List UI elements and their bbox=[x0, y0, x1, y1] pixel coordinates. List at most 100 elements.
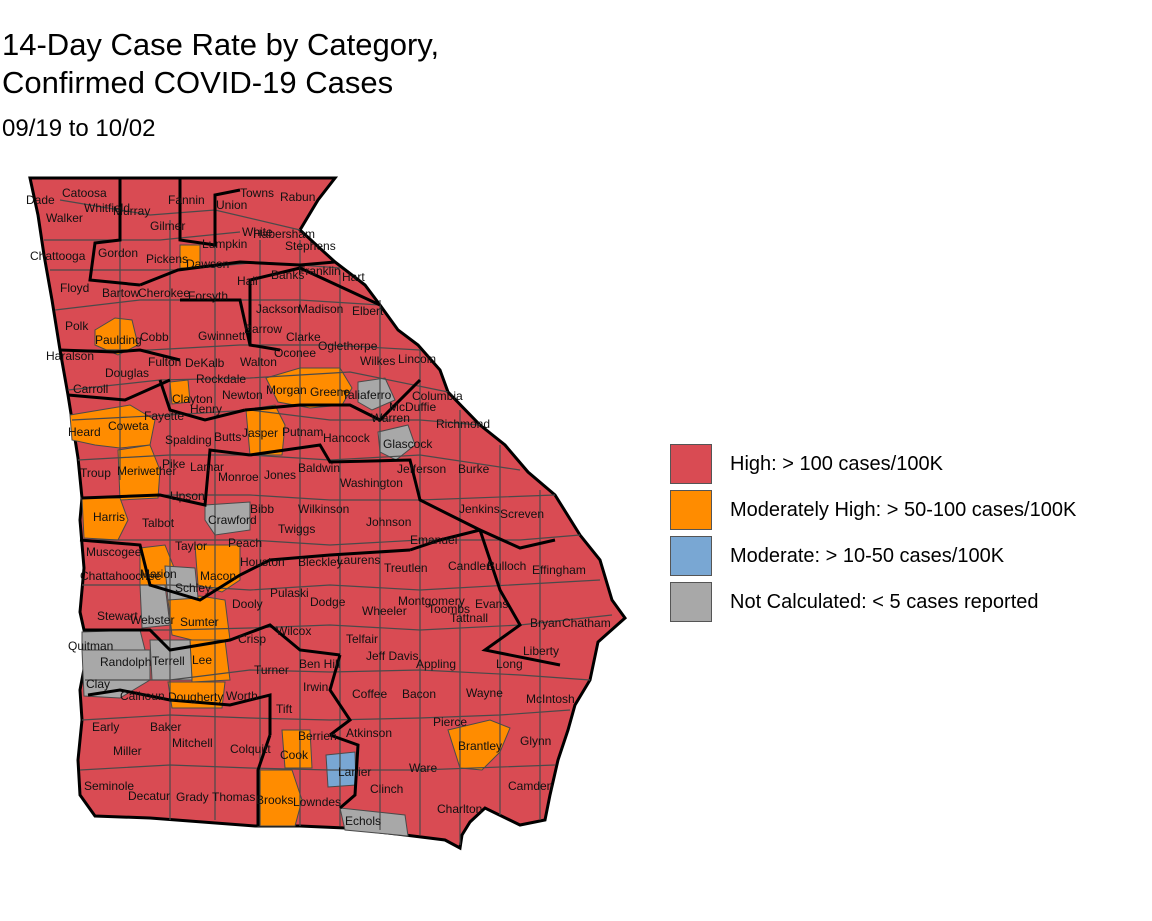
county-label-mitchell: Mitchell bbox=[172, 736, 213, 750]
county-label-randolph: Randolph bbox=[100, 655, 151, 669]
county-label-lowndes: Lowndes bbox=[293, 795, 341, 809]
county-label-worth: Worth bbox=[226, 689, 258, 703]
county-label-wheeler: Wheeler bbox=[362, 604, 407, 618]
county-label-long: Long bbox=[496, 657, 523, 671]
county-label-clinch: Clinch bbox=[370, 782, 403, 796]
paulding-region bbox=[94, 317, 139, 356]
county-label-twiggs: Twiggs bbox=[278, 522, 315, 536]
legend-item-moderate: Moderate: > 10-50 cases/100K bbox=[670, 533, 1076, 579]
county-label-turner: Turner bbox=[254, 663, 289, 677]
county-label-warren: Warren bbox=[371, 411, 410, 425]
county-label-decatur: Decatur bbox=[128, 789, 170, 803]
district-border-line bbox=[244, 378, 422, 422]
legend-swatch-moderate bbox=[670, 536, 712, 576]
county-label-grady: Grady bbox=[176, 790, 209, 804]
county-label-cherokee: Cherokee bbox=[138, 286, 190, 300]
county-label-jenkins: Jenkins bbox=[459, 502, 500, 516]
county-label-cook: Cook bbox=[280, 748, 309, 762]
county-label-gwinnett: Gwinnett bbox=[198, 329, 246, 343]
county-label-murray: Murray bbox=[113, 204, 150, 218]
county-label-burke: Burke bbox=[458, 462, 490, 476]
county-label-seminole: Seminole bbox=[84, 779, 134, 793]
county-label-appling: Appling bbox=[416, 657, 456, 671]
county-label-douglas: Douglas bbox=[105, 366, 149, 380]
county-label-wilkinson: Wilkinson bbox=[298, 502, 349, 516]
county-label-newton: Newton bbox=[222, 388, 263, 402]
legend-label-moderate: Moderate: > 10-50 cases/100K bbox=[730, 544, 1005, 567]
county-label-banks: Banks bbox=[271, 268, 304, 282]
county-label-fayette: Fayette bbox=[144, 409, 184, 423]
county-label-hancock: Hancock bbox=[323, 431, 371, 445]
county-label-webster: Webster bbox=[130, 613, 174, 627]
county-label-houston: Houston bbox=[240, 555, 285, 569]
county-label-irwin: Irwin bbox=[303, 680, 328, 694]
county-label-terrell: Terrell bbox=[152, 654, 185, 668]
county-label-berrien: Berrien bbox=[298, 729, 337, 743]
county-label-habersham: Habersham bbox=[253, 227, 315, 241]
county-label-chattahoochee: Chattahoochee bbox=[80, 569, 162, 583]
county-label-telfair: Telfair bbox=[346, 632, 378, 646]
county-border-line bbox=[82, 579, 601, 591]
district-borders-layer bbox=[59, 178, 561, 826]
meriwether-region bbox=[117, 444, 161, 501]
title-line-2: Confirmed COVID-19 Cases bbox=[2, 65, 394, 100]
district-border-line bbox=[158, 379, 246, 422]
county-label-meriwether: Meriwether bbox=[117, 464, 176, 478]
district-border-line bbox=[249, 443, 481, 532]
clayton-region bbox=[169, 379, 191, 405]
county-label-baker: Baker bbox=[150, 720, 181, 734]
county-label-laurens: Laurens bbox=[337, 553, 380, 567]
county-label-richmond: Richmond bbox=[436, 417, 490, 431]
county-label-miller: Miller bbox=[113, 744, 142, 758]
county-label-clayton: Clayton bbox=[172, 392, 213, 406]
county-label-talbot: Talbot bbox=[142, 516, 175, 530]
county-label-bartow: Bartow bbox=[102, 286, 140, 300]
map-legend: High: > 100 cases/100K Moderately High: … bbox=[670, 441, 1076, 625]
county-label-marion: Marion bbox=[140, 567, 177, 581]
county-label-clarke: Clarke bbox=[286, 330, 321, 344]
district-border-line bbox=[59, 348, 181, 362]
district-border-line bbox=[178, 178, 241, 247]
county-label-crawford: Crawford bbox=[208, 513, 257, 527]
county-label-spalding: Spalding bbox=[165, 433, 212, 447]
county-label-colquitt: Colquitt bbox=[230, 742, 271, 756]
district-border-line bbox=[248, 266, 381, 345]
county-label-atkinson: Atkinson bbox=[346, 726, 392, 740]
county-label-troup: Troup bbox=[80, 466, 111, 480]
county-label-brooks: Brooks bbox=[256, 793, 293, 807]
county-label-dawson: Dawson bbox=[186, 257, 229, 271]
county-label-jones: Jones bbox=[264, 468, 296, 482]
county-label-mcduffie: McDuffie bbox=[389, 400, 436, 414]
county-label-chatham: Chatham bbox=[562, 616, 611, 630]
county-border-line bbox=[77, 454, 521, 471]
cook-region bbox=[281, 729, 313, 769]
county-label-dodge: Dodge bbox=[310, 595, 346, 609]
county-label-baldwin: Baldwin bbox=[298, 461, 340, 475]
echols-region bbox=[339, 807, 409, 837]
crawford-region bbox=[204, 501, 251, 536]
legend-label-moderately-high: Moderately High: > 50-100 cases/100K bbox=[730, 498, 1077, 521]
county-label-montgomery: Montgomery bbox=[398, 594, 465, 608]
county-label-emanuel: Emanuel bbox=[410, 533, 457, 547]
county-label-barrow: Barrow bbox=[244, 322, 282, 336]
county-label-crisp: Crisp bbox=[238, 632, 266, 646]
county-label-jasper: Jasper bbox=[242, 426, 278, 440]
county-label-pickens: Pickens bbox=[146, 252, 188, 266]
county-label-calhoun: Calhoun bbox=[120, 689, 165, 703]
county-label-oglethorpe: Oglethorpe bbox=[318, 339, 378, 353]
county-label-henry: Henry bbox=[190, 402, 222, 416]
county-label-lamar: Lamar bbox=[190, 460, 224, 474]
county-label-early: Early bbox=[92, 720, 119, 734]
not-calculated-counties-layer bbox=[81, 377, 416, 837]
county-label-heard: Heard bbox=[68, 425, 101, 439]
county-label-forsyth: Forsyth bbox=[188, 289, 228, 303]
county-label-pierce: Pierce bbox=[433, 715, 467, 729]
district-border-line bbox=[328, 654, 353, 737]
county-label-coffee: Coffee bbox=[352, 687, 387, 701]
county-label-morgan: Morgan bbox=[266, 383, 307, 397]
county-label-jackson: Jackson bbox=[256, 302, 300, 316]
district-border-line bbox=[81, 448, 251, 507]
county-label-treutlen: Treutlen bbox=[384, 561, 428, 575]
district-border-line bbox=[87, 688, 272, 735]
